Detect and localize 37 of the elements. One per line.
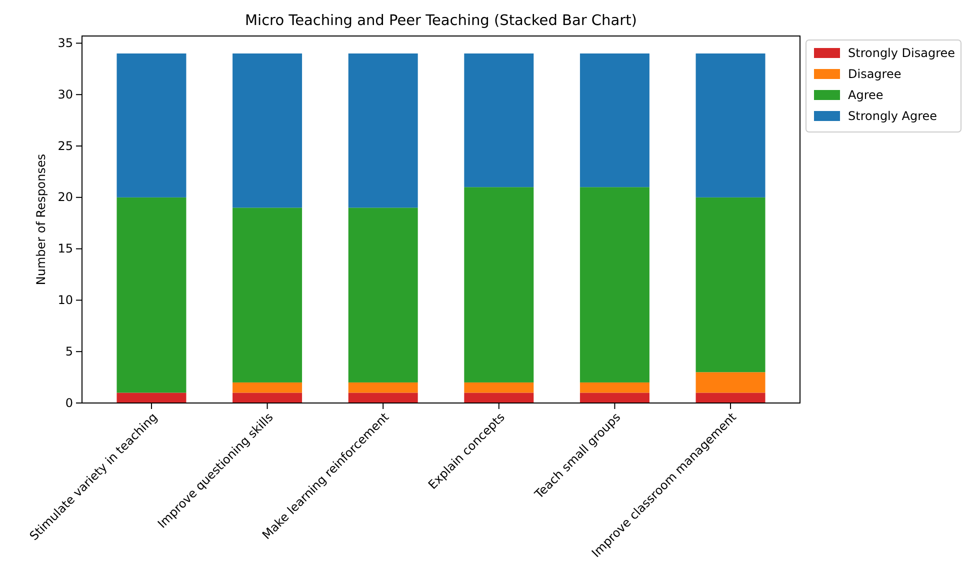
bar	[232, 382, 302, 393]
bar	[116, 392, 186, 403]
bar	[232, 208, 302, 382]
bar	[116, 197, 186, 393]
legend-label: Strongly Disagree	[848, 46, 956, 60]
y-tick-label: 30	[58, 87, 73, 102]
bar	[580, 187, 650, 382]
legend-label: Agree	[848, 88, 884, 102]
bar	[348, 382, 418, 393]
bar	[348, 53, 418, 208]
bar	[464, 53, 534, 188]
y-tick-label: 5	[65, 344, 73, 358]
bar	[464, 187, 534, 382]
bar	[116, 53, 186, 198]
legend-label: Disagree	[848, 67, 902, 81]
bar	[580, 53, 650, 188]
y-tick-label: 20	[58, 190, 73, 204]
chart-title: Micro Teaching and Peer Teaching (Stacked Bar Chart)	[245, 13, 637, 29]
bar	[696, 392, 766, 403]
bar	[696, 372, 766, 393]
y-tick-label: 10	[58, 293, 73, 308]
legend-label: Strongly Agree	[848, 109, 938, 123]
bar	[348, 392, 418, 403]
bar	[580, 392, 650, 403]
bar	[464, 382, 534, 393]
y-tick-label: 15	[58, 242, 73, 256]
bar	[232, 53, 302, 208]
y-tick-label: 35	[58, 36, 73, 50]
bar	[464, 392, 534, 403]
bar	[696, 197, 766, 372]
bar	[232, 392, 302, 403]
bar	[348, 208, 418, 382]
y-tick-label: 25	[58, 138, 73, 153]
bar	[696, 53, 766, 198]
y-axis-title: Number of Responses	[34, 154, 48, 286]
bar	[580, 382, 650, 393]
y-tick-label: 0	[65, 396, 73, 410]
